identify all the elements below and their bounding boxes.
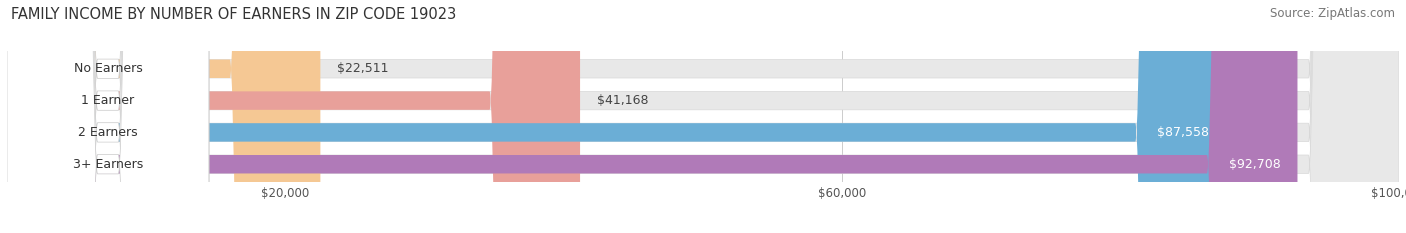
FancyBboxPatch shape <box>7 0 209 233</box>
Text: $87,558: $87,558 <box>1157 126 1209 139</box>
FancyBboxPatch shape <box>7 0 1226 233</box>
Text: 2 Earners: 2 Earners <box>79 126 138 139</box>
Text: $41,168: $41,168 <box>596 94 648 107</box>
FancyBboxPatch shape <box>7 0 209 233</box>
FancyBboxPatch shape <box>7 0 321 233</box>
Text: 1 Earner: 1 Earner <box>82 94 135 107</box>
Text: 3+ Earners: 3+ Earners <box>73 158 143 171</box>
FancyBboxPatch shape <box>7 0 209 233</box>
FancyBboxPatch shape <box>7 0 1298 233</box>
Text: FAMILY INCOME BY NUMBER OF EARNERS IN ZIP CODE 19023: FAMILY INCOME BY NUMBER OF EARNERS IN ZI… <box>11 7 457 22</box>
Text: $22,511: $22,511 <box>337 62 388 75</box>
Text: Source: ZipAtlas.com: Source: ZipAtlas.com <box>1270 7 1395 20</box>
FancyBboxPatch shape <box>7 0 1399 233</box>
FancyBboxPatch shape <box>7 0 1399 233</box>
FancyBboxPatch shape <box>7 0 209 233</box>
FancyBboxPatch shape <box>7 0 1399 233</box>
Text: $92,708: $92,708 <box>1229 158 1281 171</box>
Text: No Earners: No Earners <box>73 62 142 75</box>
FancyBboxPatch shape <box>7 0 1399 233</box>
FancyBboxPatch shape <box>7 0 581 233</box>
